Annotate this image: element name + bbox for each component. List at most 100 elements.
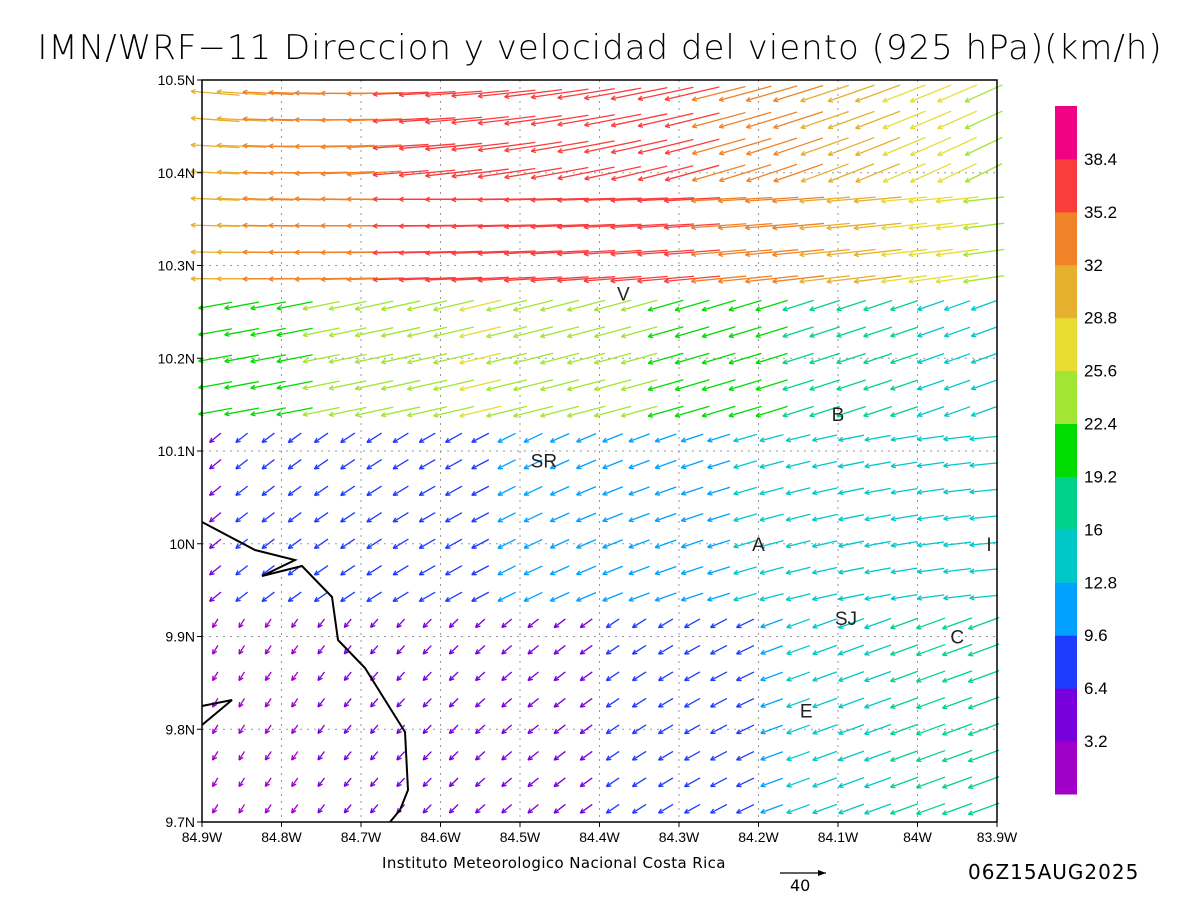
wind-vector (302, 300, 340, 311)
wind-vector (302, 353, 340, 364)
wind-vector (628, 539, 650, 549)
wind-vector (969, 435, 998, 442)
wind-vector (890, 461, 918, 469)
wind-vector (863, 379, 893, 391)
colorbar-label: 25.6 (1084, 362, 1117, 381)
wind-vector (549, 432, 570, 443)
wind-vector (372, 117, 429, 124)
wind-vector (540, 379, 580, 392)
wind-vector (882, 84, 926, 103)
wind-vector (864, 644, 892, 656)
wind-vector (313, 459, 329, 470)
wind-vector (448, 671, 459, 682)
wind-vector (211, 751, 219, 761)
wind-vector (733, 539, 757, 549)
station-label: V (617, 284, 630, 305)
wind-vector (654, 565, 677, 576)
wind-vector (504, 167, 562, 180)
wind-vector (690, 223, 747, 231)
wind-vector (728, 379, 762, 392)
wind-vector (917, 406, 945, 418)
wind-vector (527, 724, 539, 735)
wind-vector (291, 671, 299, 682)
wind-vector (882, 136, 926, 157)
wind-vector (674, 405, 710, 418)
wind-vector (497, 538, 516, 549)
wind-vector (486, 352, 528, 365)
wind-vector (654, 486, 677, 496)
wind-vector (605, 750, 620, 761)
wind-vector (701, 405, 736, 418)
wind-vector (707, 460, 731, 470)
wind-vector (459, 326, 502, 339)
wind-vector (647, 299, 684, 312)
wind-vector (477, 141, 536, 153)
wind-vector (317, 671, 326, 682)
wind-vector (937, 162, 977, 183)
wind-vector (826, 222, 876, 231)
wind-vector (369, 645, 379, 655)
coastline (201, 521, 410, 823)
wind-vector (444, 512, 463, 523)
wind-vector (549, 591, 570, 602)
wind-vector (827, 110, 875, 130)
wind-vector (786, 697, 811, 709)
wind-vector (967, 802, 1000, 816)
wind-vector (943, 541, 972, 548)
wind-vector (772, 222, 825, 231)
wind-vector (684, 803, 701, 814)
wind-vector (916, 541, 945, 548)
wind-vector (760, 804, 783, 814)
lon-tick-label: 84.1W (818, 829, 859, 845)
wind-vector (418, 485, 436, 497)
wind-vector (941, 643, 973, 657)
wind-vector (602, 565, 624, 576)
wind-vector (782, 379, 814, 391)
wind-vector (760, 645, 783, 655)
wind-vector (637, 249, 695, 257)
wind-vector (838, 487, 865, 496)
wind-vector (366, 485, 382, 497)
wind-vector (964, 136, 1003, 156)
wind-vector (610, 165, 668, 182)
wind-vector (916, 488, 945, 495)
wind-vector (717, 275, 773, 284)
wind-vector (501, 644, 513, 655)
wind-vector (261, 591, 275, 603)
wind-vector (602, 433, 624, 443)
wind-vector (583, 275, 642, 284)
wind-vector (680, 512, 704, 523)
wind-vector (664, 249, 721, 257)
wind-vector (937, 110, 978, 130)
wind-vector (916, 723, 946, 736)
wind-vector (557, 276, 616, 284)
wind-vector (372, 143, 429, 151)
wind-vector (916, 643, 946, 657)
wind-vector (710, 777, 728, 788)
wind-vector (406, 326, 448, 339)
wind-vector (425, 116, 483, 125)
wind-vector (916, 514, 945, 522)
wind-vector (504, 115, 563, 126)
wind-vector (785, 434, 811, 443)
wind-vector (812, 644, 838, 656)
wind-vector (209, 485, 222, 497)
wind-vector (261, 459, 275, 470)
wind-vector (690, 196, 747, 204)
wind-vector (448, 804, 459, 814)
wind-vector (392, 565, 409, 576)
wind-vector (501, 671, 513, 682)
wind-vector (340, 565, 356, 576)
wind-vector (654, 433, 677, 443)
wind-vector (557, 114, 615, 127)
wind-vector (576, 565, 597, 576)
wind-vector (760, 698, 783, 708)
wind-vector (717, 249, 773, 258)
wind-vector (276, 354, 313, 364)
wind-vector (477, 115, 536, 126)
wind-vector (943, 514, 972, 522)
wind-vector (406, 300, 448, 312)
wind-vector (576, 512, 597, 523)
wind-vector (513, 405, 554, 418)
wind-vector (943, 379, 971, 391)
